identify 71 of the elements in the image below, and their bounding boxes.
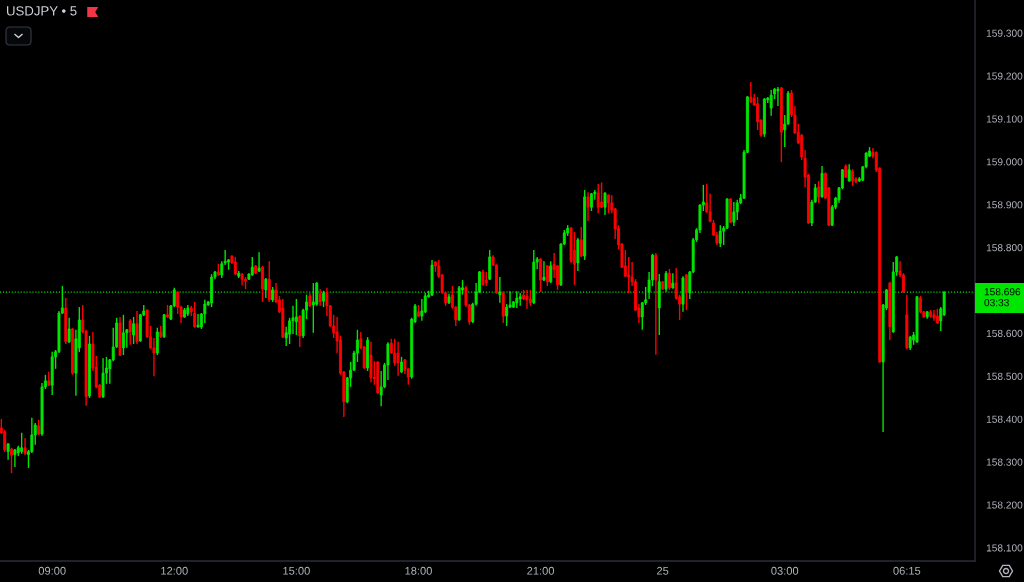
y-tick-label: 158.800 (986, 244, 1023, 252)
candlestick (749, 81, 753, 104)
candlestick (820, 165, 824, 199)
candlestick (606, 193, 610, 214)
candlestick (176, 290, 180, 315)
candlestick (67, 317, 71, 344)
candlestick (260, 265, 264, 303)
candlestick (708, 193, 712, 223)
candlestick (369, 341, 373, 383)
y-tick-label: 158.400 (986, 415, 1023, 423)
candlestick (573, 231, 576, 286)
candlestick (250, 256, 254, 277)
candlestick (776, 86, 780, 107)
candlestick (579, 226, 583, 258)
ref-line-label: 158.696 03:33 (984, 288, 1021, 307)
y-tick-label: 159.300 (986, 29, 1023, 37)
candlestick (525, 289, 529, 310)
candlestick (603, 191, 607, 216)
candlestick (400, 356, 403, 374)
candlestick (396, 341, 400, 377)
y-tick-label: 159.200 (986, 72, 1023, 80)
candlestick (817, 180, 821, 204)
candlestick (101, 357, 105, 399)
candlestick (128, 318, 132, 346)
candlestick (505, 303, 509, 327)
x-tick-label: 18:00 (405, 566, 432, 575)
candlestick (196, 313, 200, 329)
candlestick (166, 304, 169, 319)
y-tick-label: 159.000 (986, 158, 1023, 166)
candlestick (135, 310, 139, 345)
candlestick (88, 335, 91, 399)
candlestick (244, 276, 247, 290)
candlestick (549, 260, 553, 284)
y-tick-label: 158.900 (986, 201, 1023, 209)
candlestick (545, 264, 549, 287)
candlestick (576, 237, 580, 272)
candlestick (298, 314, 302, 348)
candlestick (155, 326, 159, 356)
candlestick (600, 181, 604, 209)
candlestick (932, 309, 936, 322)
candlestick (542, 260, 546, 282)
y-tick-label: 158.300 (986, 458, 1023, 466)
candlestick (501, 290, 505, 324)
candlestick (729, 197, 732, 224)
chart-title: USDJPY • 5 (7, 6, 77, 16)
candlestick (294, 298, 298, 336)
candlestick (13, 448, 17, 468)
x-tick-label: 12:00 (161, 566, 188, 575)
x-tick-label: 15:00 (283, 566, 310, 575)
candlestick (627, 256, 631, 294)
candlestick (586, 191, 590, 222)
y-tick-label: 158.500 (986, 372, 1023, 380)
candlestick (589, 192, 593, 212)
candlestick (182, 307, 186, 319)
x-tick-label: 25 (657, 566, 669, 575)
y-tick-label: 158.600 (986, 329, 1023, 338)
candlestick (732, 201, 736, 227)
candlestick (671, 272, 675, 290)
y-tick-label: 158.100 (986, 544, 1023, 552)
x-tick-label: 21:00 (527, 566, 555, 575)
candlestick (193, 301, 197, 329)
candlestick (132, 316, 136, 345)
y-tick-label: 159.100 (986, 115, 1023, 123)
candlestick (417, 304, 420, 318)
x-tick-label: 09:00 (38, 566, 66, 575)
candlestick (71, 327, 75, 376)
x-tick-label: 06:15 (893, 566, 921, 575)
y-tick-label: 158.200 (986, 501, 1023, 509)
x-tick-label: 03:00 (771, 566, 799, 575)
candlestick (10, 447, 13, 474)
candlestick (393, 338, 397, 367)
